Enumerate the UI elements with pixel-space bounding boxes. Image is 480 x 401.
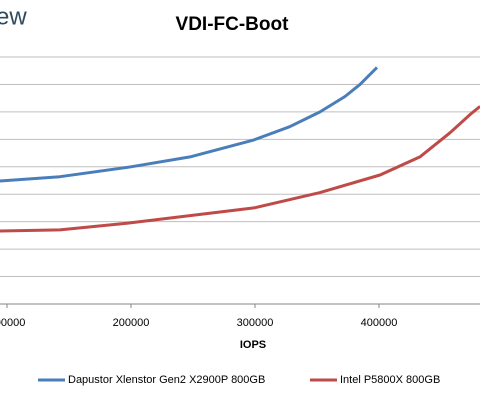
series-line — [0, 66, 379, 183]
x-tick-label: 300000 — [237, 317, 274, 329]
x-tick-label: 100000 — [0, 317, 25, 329]
x-tick-label: 400000 — [361, 317, 398, 329]
x-axis-title: IOPS — [240, 339, 266, 351]
chart-title: VDI-FC-Boot — [176, 14, 290, 35]
logo: ew — [0, 3, 27, 30]
series-line — [0, 105, 480, 233]
legend-label: Intel P5800X 800GB — [340, 374, 440, 386]
legend-label: Dapustor Xlenstor Gen2 X2900P 800GB — [68, 374, 265, 386]
x-tick-label: 200000 — [113, 317, 150, 329]
